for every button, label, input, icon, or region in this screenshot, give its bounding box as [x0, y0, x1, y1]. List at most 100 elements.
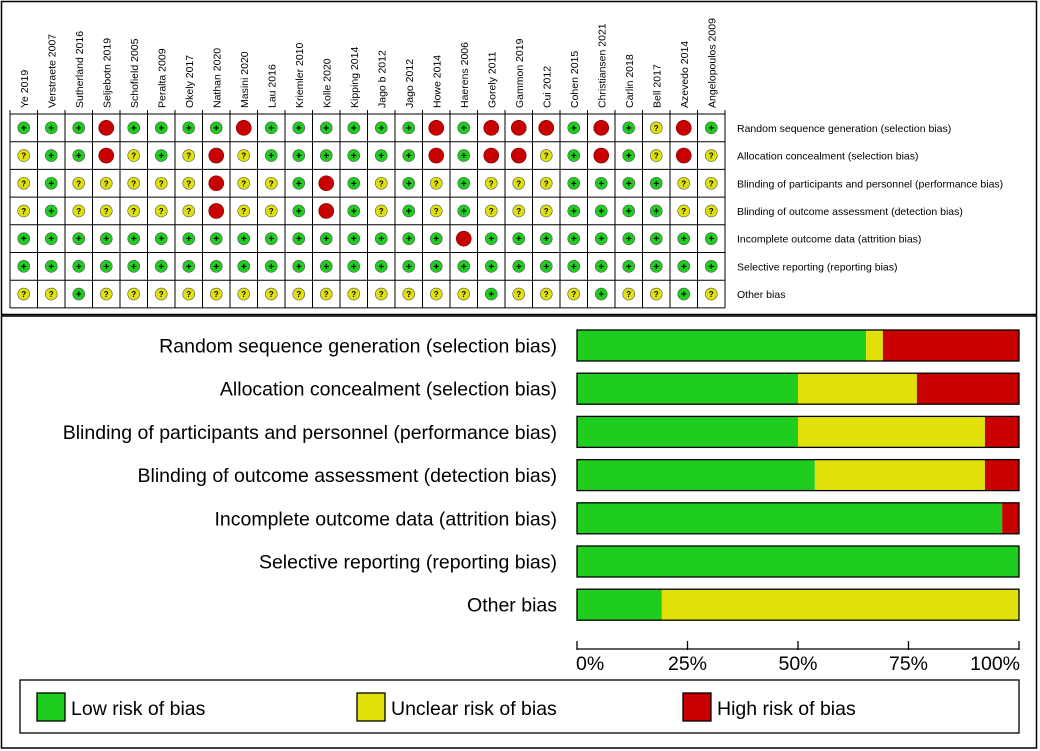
study-label: Lau 2016: [266, 64, 278, 108]
rating-symbol-plus: +: [681, 290, 687, 301]
rating-dot-low: [154, 149, 168, 162]
rating-symbol-plus: +: [351, 262, 357, 273]
rating-dot-low: [99, 232, 113, 245]
rating-symbol-question: ?: [434, 179, 439, 188]
rating-symbol-question: ?: [571, 290, 576, 299]
rating-symbol-question: ?: [654, 152, 659, 161]
rating-symbol-question: ?: [709, 290, 714, 299]
rating-dot-low: [622, 149, 636, 162]
rating-symbol-question: ?: [489, 179, 494, 188]
category-label: Allocation concealment (selection bias): [220, 379, 557, 401]
rating-symbol-question: ?: [351, 290, 356, 299]
rating-dot-low: [319, 232, 333, 245]
rating-dot-low: [44, 149, 58, 162]
rating-dot-low: [292, 176, 306, 190]
study-label: Peralta 2009: [156, 48, 168, 108]
rating-symbol-question: ?: [76, 207, 81, 216]
legend-swatch-high: [682, 692, 712, 722]
rating-symbol-plus: +: [241, 234, 247, 245]
domain-label: Other bias: [737, 289, 785, 301]
rating-dot-low: [457, 260, 471, 273]
bar-outline: [576, 502, 1020, 535]
rating-dot-low: [622, 260, 636, 273]
rating-symbol-plus: +: [131, 123, 137, 134]
rating-dot-low: [17, 121, 31, 135]
rating-symbol-plus: +: [543, 234, 549, 245]
rating-dot-low: [347, 121, 361, 135]
rating-symbol-question: ?: [104, 207, 109, 216]
rating-symbol-plus: +: [76, 234, 82, 245]
rating-dot-unclear: [374, 287, 388, 301]
rating-symbol-plus: +: [626, 234, 632, 245]
category-label: Other bias: [467, 595, 557, 617]
study-label: Bell 2017: [651, 64, 663, 108]
rating-dot-high: [208, 147, 225, 164]
rating-symbol-question: ?: [241, 152, 246, 161]
rating-symbol-question: ?: [159, 207, 164, 216]
rating-dot-unclear: [154, 287, 168, 301]
rating-dot-low: [457, 204, 471, 218]
rating-symbol-plus: +: [571, 123, 577, 134]
rating-symbol-plus: +: [488, 290, 494, 301]
rating-symbol-question: ?: [159, 179, 164, 188]
rating-dot-unclear: [429, 176, 443, 190]
rating-dot-unclear: [72, 176, 86, 190]
rating-symbol-question: ?: [516, 207, 521, 216]
rating-dot-unclear: [182, 287, 196, 301]
rating-dot-low: [347, 176, 361, 190]
rating-dot-high: [675, 120, 692, 136]
rating-dot-low: [127, 121, 141, 135]
rating-dot-low: [512, 232, 526, 245]
rating-symbol-plus: +: [708, 234, 714, 245]
rating-symbol-plus: +: [213, 262, 219, 273]
category-label: Incomplete outcome data (attrition bias): [214, 508, 557, 530]
rating-symbol-question: ?: [516, 290, 521, 299]
rating-dot-high: [593, 120, 610, 136]
rating-symbol-plus: +: [378, 151, 384, 162]
rating-symbol-plus: +: [351, 179, 357, 190]
rating-symbol-plus: +: [406, 262, 412, 273]
rating-dot-low: [484, 232, 498, 245]
rating-dot-low: [17, 232, 31, 245]
rating-dot-low: [594, 176, 608, 190]
bar-segment-low: [577, 416, 798, 448]
rating-dot-unclear: [484, 176, 498, 190]
rating-dot-low: [154, 121, 168, 135]
rating-dot-low: [154, 232, 168, 245]
study-label: Verstraete 2007: [46, 34, 58, 108]
x-tick-label: 25%: [668, 653, 707, 675]
rating-symbol-question: ?: [544, 290, 549, 299]
rating-symbol-plus: +: [406, 234, 412, 245]
bar-segment-unclear: [798, 373, 917, 405]
rating-dot-unclear: [319, 287, 333, 301]
rating-dot-low: [622, 232, 636, 245]
rating-symbol-plus: +: [76, 123, 82, 134]
rating-symbol-plus: +: [48, 262, 54, 273]
rating-dot-unclear: [127, 149, 141, 162]
rating-dot-low: [704, 260, 718, 273]
rating-symbol-question: ?: [654, 124, 659, 133]
rating-symbol-plus: +: [626, 151, 632, 162]
study-label: Kipping 2014: [349, 47, 361, 108]
rating-dot-unclear: [649, 121, 663, 135]
legend-frame: [19, 679, 1020, 734]
rating-symbol-question: ?: [654, 290, 659, 299]
rating-symbol-question: ?: [709, 179, 714, 188]
rating-dot-unclear: [539, 176, 553, 190]
rating-symbol-plus: +: [653, 206, 659, 217]
rating-dot-low: [649, 204, 663, 218]
rating-symbol-question: ?: [76, 179, 81, 188]
rating-symbol-plus: +: [76, 262, 82, 273]
rating-symbol-plus: +: [158, 234, 164, 245]
rating-symbol-plus: +: [653, 234, 659, 245]
rating-symbol-plus: +: [516, 234, 522, 245]
bar-segment-low: [577, 330, 867, 361]
rating-dot-high: [593, 147, 610, 164]
rating-symbol-plus: +: [598, 179, 604, 190]
rating-dot-unclear: [264, 204, 278, 218]
rating-dot-unclear: [72, 204, 86, 218]
rating-dot-low: [402, 149, 416, 162]
bar-segment-low: [577, 459, 815, 491]
rating-dot-low: [209, 121, 223, 135]
